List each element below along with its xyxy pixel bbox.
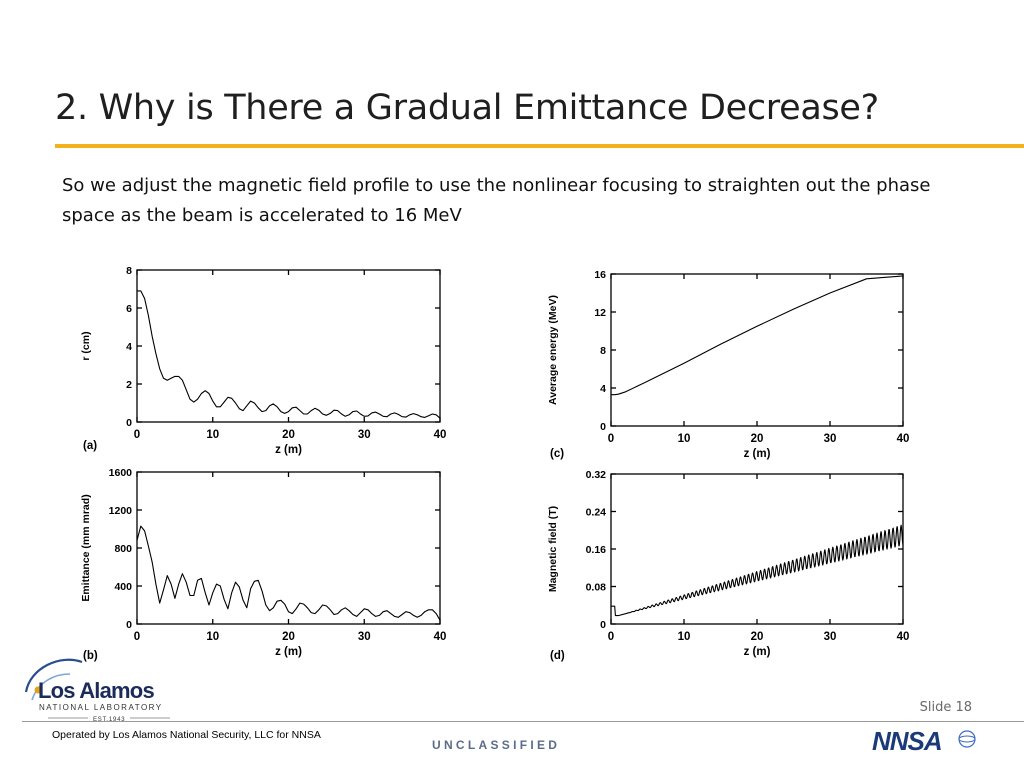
- footer-divider: [22, 721, 1024, 722]
- plot-frame: [610, 473, 904, 625]
- y-tick-label: 0.16: [586, 544, 607, 556]
- x-tick-label: 0: [608, 631, 614, 643]
- x-axis-label: z (m): [275, 444, 302, 456]
- y-tick-label: 8: [600, 345, 606, 357]
- y-tick-label: 4: [600, 383, 606, 395]
- panel-label: (a): [83, 440, 97, 452]
- series-line: [611, 275, 904, 396]
- y-tick-label: 12: [594, 307, 606, 319]
- los-alamos-logo: Los Alamos NATIONAL LABORATORY EST.1943: [24, 658, 170, 723]
- classification-label: UNCLASSIFIED: [432, 738, 561, 752]
- nnsa-logo: NNSA: [872, 728, 976, 754]
- x-tick-label: 10: [678, 631, 691, 643]
- x-tick-label: 40: [897, 433, 910, 445]
- y-tick-label: 0: [126, 417, 132, 429]
- x-tick-label: 10: [206, 631, 219, 643]
- series-line: [137, 290, 441, 419]
- body-text: So we adjust the magnetic field profile …: [62, 175, 931, 226]
- y-tick-label: 16: [594, 269, 606, 281]
- plot-frame: [610, 273, 904, 427]
- y-axis-label: Average energy (MeV): [547, 295, 559, 405]
- y-tick-label: 0: [126, 619, 132, 631]
- x-tick-label: 30: [358, 631, 371, 643]
- x-tick-label: 0: [608, 433, 614, 445]
- y-tick-label: 0.08: [586, 582, 607, 594]
- page-title: 2. Why is There a Gradual Emittance Decr…: [55, 88, 879, 128]
- x-tick-label: 40: [434, 631, 447, 643]
- y-tick-label: 400: [114, 581, 132, 593]
- y-axis-label: r (cm): [80, 331, 92, 360]
- y-tick-label: 4: [126, 341, 132, 353]
- y-tick-label: 2: [126, 379, 132, 391]
- x-axis-label: z (m): [744, 646, 771, 658]
- x-tick-label: 20: [282, 429, 295, 441]
- slide-number: Slide 18: [919, 700, 972, 715]
- y-tick-label: 0: [600, 619, 606, 631]
- y-tick-label: 0: [600, 421, 606, 433]
- x-tick-label: 30: [824, 433, 837, 445]
- plot-frame: [136, 471, 441, 625]
- logo-subtitle: NATIONAL LABORATORY: [39, 703, 163, 712]
- x-tick-label: 10: [206, 429, 219, 441]
- y-tick-label: 0.32: [586, 469, 607, 481]
- x-tick-label: 40: [434, 429, 447, 441]
- y-tick-label: 1600: [109, 467, 133, 479]
- y-tick-label: 6: [126, 303, 132, 315]
- logo-est: EST.1943: [93, 717, 125, 723]
- nnsa-logo-text: NNSA: [872, 728, 942, 754]
- y-tick-label: 800: [114, 543, 132, 555]
- x-tick-label: 0: [134, 429, 140, 441]
- y-axis-label: Magnetic field (T): [547, 506, 559, 592]
- panel-label: (b): [83, 650, 98, 662]
- x-tick-label: 20: [282, 631, 295, 643]
- series-line: [611, 524, 904, 617]
- y-axis-label: Emittance (mm mrad): [80, 494, 92, 601]
- x-tick-label: 30: [824, 631, 837, 643]
- y-tick-label: 0.24: [586, 507, 607, 519]
- title-divider: [55, 144, 1024, 148]
- x-axis-label: z (m): [275, 646, 302, 658]
- x-axis-label: z (m): [744, 448, 771, 460]
- x-tick-label: 10: [678, 433, 691, 445]
- chart-radius: 0 10 20 30 40 0 2 4 6 8 z (m) r (cm) (a): [80, 265, 447, 456]
- y-tick-label: 8: [126, 265, 132, 277]
- x-tick-label: 30: [358, 429, 371, 441]
- x-tick-label: 0: [134, 631, 140, 643]
- panel-label: (d): [550, 650, 565, 662]
- operated-by-text: Operated by Los Alamos National Security…: [52, 729, 321, 741]
- plot-frame: [136, 269, 441, 423]
- chart-energy: 0 10 20 30 40 0 4 8 12 16 z (m) Average energy (MeV…: [547, 269, 910, 460]
- series-line: [136, 525, 441, 621]
- x-tick-label: 20: [751, 433, 764, 445]
- logo-name: Los Alamos: [38, 678, 154, 703]
- chart-magnetic-field: 0 10 20 30 40 0 0.08 0.16 0.24 0.32 z (m) Magnetic …: [547, 469, 910, 662]
- panel-label: (c): [550, 448, 564, 460]
- x-tick-label: 40: [897, 631, 910, 643]
- y-tick-label: 1200: [109, 505, 133, 517]
- x-tick-label: 20: [751, 631, 764, 643]
